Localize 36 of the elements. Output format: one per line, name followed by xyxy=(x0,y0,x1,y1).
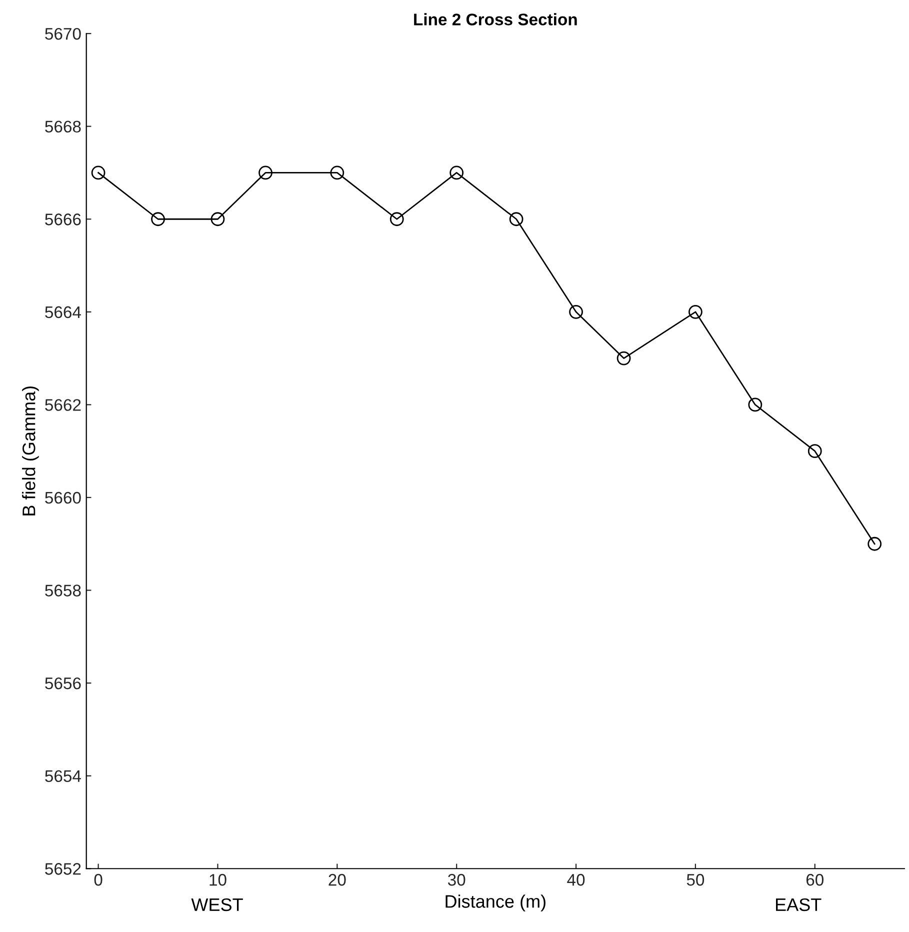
text: WEST xyxy=(191,898,243,912)
y-tick-label: 5656 xyxy=(45,677,81,690)
x-tick-label: 20 xyxy=(328,874,346,886)
point xyxy=(748,398,762,412)
y-tick-label: 5654 xyxy=(45,770,82,782)
y-tick-label: 5666 xyxy=(45,214,81,226)
y-tick-label: 5664 xyxy=(45,306,82,318)
point xyxy=(258,166,272,180)
chart-title: Line 2 Cross Section xyxy=(414,13,577,26)
y-tick-label: 5662 xyxy=(45,399,81,411)
text: EAST xyxy=(776,898,822,912)
y-tick-label: 5660 xyxy=(45,492,81,504)
x-tick-label: 0 xyxy=(94,874,102,886)
point xyxy=(509,212,524,226)
point xyxy=(688,304,702,319)
y-axis-title: B field (Gamma) xyxy=(22,386,39,516)
x-tick-label: 10 xyxy=(210,874,226,886)
point xyxy=(330,166,344,180)
point xyxy=(868,536,882,551)
point xyxy=(151,212,165,226)
y-tick-label: 5668 xyxy=(45,120,81,133)
point xyxy=(808,444,822,458)
x-tick-label: 60 xyxy=(806,874,824,886)
point xyxy=(91,166,106,180)
y-tick-label: 5670 xyxy=(45,28,81,40)
x-axis-title: Distance (m) xyxy=(446,894,546,912)
point xyxy=(616,351,631,366)
y-tick-label: 5658 xyxy=(45,584,81,596)
point xyxy=(210,212,225,226)
y-tick-label: 5652 xyxy=(45,863,81,875)
point xyxy=(390,212,404,226)
x-tick-label: 40 xyxy=(567,874,585,886)
point xyxy=(569,304,583,319)
point xyxy=(450,166,464,180)
x-tick-label: 30 xyxy=(448,874,466,886)
x-tick-label: 50 xyxy=(686,874,704,886)
